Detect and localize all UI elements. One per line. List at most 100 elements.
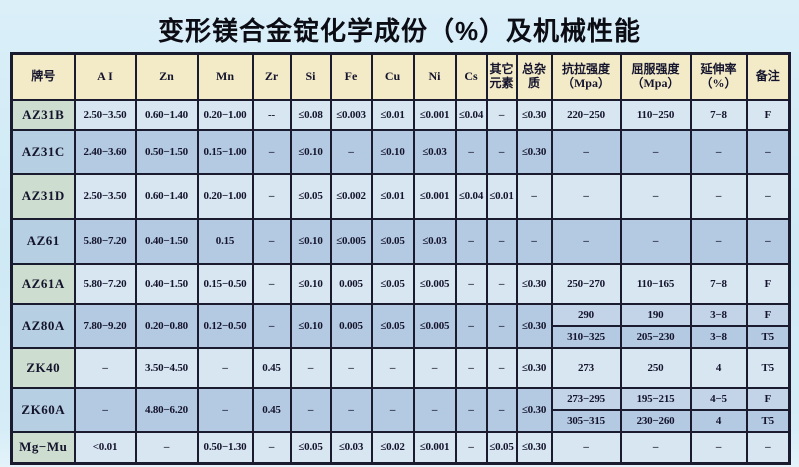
value-cell: – bbox=[454, 128, 488, 175]
table-container: 牌号 A I Zn Mn Zr Si Fe Cu Ni Cs 其它 元素 总杂质 抗拉强度 （Mpa）屈… bbox=[10, 52, 791, 465]
value-cell: 5.80−7.20 bbox=[73, 262, 137, 305]
column-header-3: Mn bbox=[196, 52, 254, 101]
value-cell: ≤0.005 bbox=[329, 217, 373, 265]
column-header-14: 延伸率 （%） bbox=[689, 52, 748, 101]
value-cell: ≤0.08 bbox=[289, 98, 332, 131]
value-cell: ≤0.30 bbox=[515, 346, 553, 389]
value-cell: 2.40−3.60 bbox=[73, 128, 137, 175]
value-cell: ≤0.03 bbox=[412, 128, 457, 175]
value-cell: ≤0.10 bbox=[370, 128, 415, 175]
mech-cell: 110−250 bbox=[619, 98, 692, 131]
value-cell: 3.50−4.50 bbox=[134, 346, 199, 389]
column-header-8: Ni bbox=[412, 52, 457, 101]
mech-cell: 273 bbox=[550, 346, 622, 389]
mech-cell: 7−8 bbox=[689, 98, 748, 131]
column-header-4: Zr bbox=[251, 52, 292, 101]
grade-cell: Mg−Mu bbox=[10, 430, 76, 465]
value-cell: 2.50−3.50 bbox=[73, 172, 137, 220]
mech-cell: 190 bbox=[619, 302, 692, 327]
mech-cell: – bbox=[619, 172, 692, 220]
value-cell: 7.80−9.20 bbox=[73, 302, 137, 349]
value-cell: – bbox=[73, 346, 137, 389]
value-cell: – bbox=[485, 302, 518, 349]
value-cell: 0.50−1.30 bbox=[196, 430, 254, 465]
value-cell: ≤0.005 bbox=[412, 302, 457, 349]
mech-cell: 4−5 bbox=[689, 386, 748, 411]
value-cell: – bbox=[251, 172, 292, 220]
value-cell: – bbox=[485, 128, 518, 175]
value-cell: 0.15 bbox=[196, 217, 254, 265]
column-header-12: 抗拉强度 （Mpa） bbox=[550, 52, 622, 101]
value-cell: ≤0.001 bbox=[412, 172, 457, 220]
value-cell: – bbox=[196, 346, 254, 389]
value-cell: ≤0.05 bbox=[289, 172, 332, 220]
value-cell: 0.20−1.00 bbox=[196, 98, 254, 131]
value-cell: – bbox=[196, 386, 254, 433]
table-row: AZ31B 2.50−3.50 0.60−1.40 0.20−1.00 -- ≤0.08 ≤… bbox=[10, 98, 791, 131]
column-header-1: A I bbox=[73, 52, 137, 101]
table-row: ZK60A –4.80−6.20–0.45– – – – – – ≤0.30 273−295 19… bbox=[10, 386, 791, 433]
mech-cell: 7−8 bbox=[689, 262, 748, 305]
value-cell: ≤0.04 bbox=[454, 98, 488, 131]
mech-cell: – bbox=[550, 217, 622, 265]
value-cell: ≤0.01 bbox=[485, 172, 518, 220]
value-cell: 2.50−3.50 bbox=[73, 98, 137, 131]
value-cell: – bbox=[329, 128, 373, 175]
value-cell: – bbox=[515, 217, 553, 265]
mech-cell: – bbox=[745, 217, 791, 265]
table-row: Mg−Mu <0.01–0.50−1.30– ≤0.05 ≤0.03 ≤0.02 ≤0.0… bbox=[10, 430, 791, 465]
mech-cell: 305−315 bbox=[550, 408, 622, 433]
value-cell: ≤0.30 bbox=[515, 430, 553, 465]
mech-cell: – bbox=[689, 172, 748, 220]
value-cell: ≤0.30 bbox=[515, 302, 553, 349]
mech-cell: – bbox=[745, 128, 791, 175]
value-cell: 0.60−1.40 bbox=[134, 98, 199, 131]
value-cell: ≤0.001 bbox=[412, 430, 457, 465]
mech-cell: 4 bbox=[689, 346, 748, 389]
value-cell: 0.12−0.50 bbox=[196, 302, 254, 349]
value-cell: ≤0.001 bbox=[412, 98, 457, 131]
column-header-13: 屈服强度 （Mpa） bbox=[619, 52, 692, 101]
mech-cell: – bbox=[619, 128, 692, 175]
grade-cell: AZ31C bbox=[10, 128, 76, 175]
value-cell: – bbox=[485, 98, 518, 131]
value-cell: ≤0.30 bbox=[515, 386, 553, 433]
value-cell: – bbox=[485, 346, 518, 389]
value-cell: – bbox=[485, 262, 518, 305]
column-header-7: Cu bbox=[370, 52, 415, 101]
value-cell: – bbox=[515, 172, 553, 220]
mech-cell: F bbox=[745, 302, 791, 327]
grade-cell: AZ80A bbox=[10, 302, 76, 349]
value-cell: 0.15−0.50 bbox=[196, 262, 254, 305]
mech-cell: 250−270 bbox=[550, 262, 622, 305]
value-cell: 0.40−1.50 bbox=[134, 262, 199, 305]
mech-cell: 250 bbox=[619, 346, 692, 389]
value-cell: ≤0.01 bbox=[370, 172, 415, 220]
column-header-9: Cs bbox=[454, 52, 488, 101]
mech-cell: 220−250 bbox=[550, 98, 622, 131]
value-cell: – bbox=[329, 346, 373, 389]
column-header-6: Fe bbox=[329, 52, 373, 101]
mech-cell: T5 bbox=[745, 408, 791, 433]
table-subrow: 310−325 205−230 3−8 T5 bbox=[12, 324, 791, 349]
alloy-table: 牌号 A I Zn Mn Zr Si Fe Cu Ni Cs 其它 元素 总杂质 抗拉强度 （Mpa）屈… bbox=[10, 52, 791, 465]
column-header-0: 牌号 bbox=[10, 52, 76, 101]
value-cell: ≤0.30 bbox=[515, 128, 553, 175]
value-cell: ≤0.03 bbox=[329, 430, 373, 465]
value-cell: – bbox=[485, 217, 518, 265]
value-cell: – bbox=[485, 386, 518, 433]
value-cell: – bbox=[454, 217, 488, 265]
table-row: ZK40–3.50−4.50–0.45– – – – – – ≤0.30 273 250 4 T5 bbox=[10, 346, 791, 389]
value-cell: ≤0.002 bbox=[329, 172, 373, 220]
table-row: AZ61A 5.80−7.20 0.40−1.50 0.15−0.50– ≤0.10 0.… bbox=[10, 262, 791, 305]
value-cell: – bbox=[370, 386, 415, 433]
value-cell: ≤0.05 bbox=[370, 262, 415, 305]
value-cell: ≤0.03 bbox=[412, 217, 457, 265]
mech-cell: 290 bbox=[550, 302, 622, 327]
value-cell: – bbox=[251, 302, 292, 349]
value-cell: – bbox=[454, 302, 488, 349]
value-cell: – bbox=[289, 346, 332, 389]
value-cell: – bbox=[73, 386, 137, 433]
value-cell: ≤0.05 bbox=[370, 217, 415, 265]
